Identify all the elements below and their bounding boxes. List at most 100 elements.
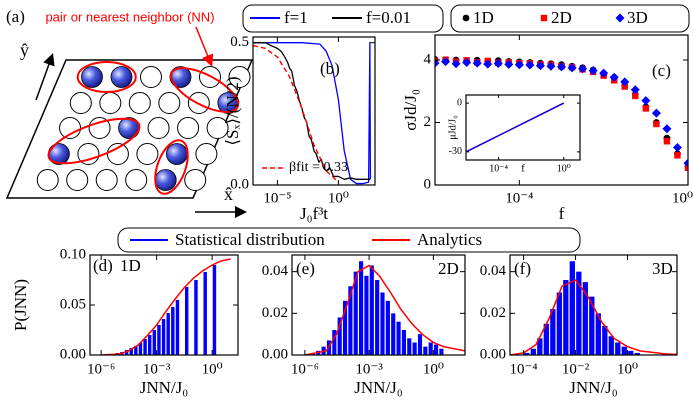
marker [609, 72, 619, 82]
axes-frame [434, 34, 689, 186]
x-tick-label: 10⁻⁶ [87, 361, 115, 377]
histogram-bar [407, 338, 412, 355]
x-tick-label: 10⁰ [202, 361, 223, 377]
annotation: pair or nearest neighbor (NN) [45, 9, 214, 24]
site [177, 117, 200, 139]
marker [684, 164, 688, 172]
pair-ellipse [76, 61, 137, 93]
histogram-bar [401, 330, 406, 355]
panel: 10⁻⁶ 10⁻³ 10⁰ 0.00 0.05 0.10 JNN/J₀ P(JNN) (d) 1D [11, 246, 239, 397]
marker [620, 77, 630, 87]
histogram-bar [412, 342, 417, 355]
histogram-bar [530, 348, 536, 355]
marker [441, 57, 451, 67]
histogram-bar [417, 334, 423, 355]
site [128, 92, 151, 114]
site [69, 92, 92, 114]
site [99, 92, 122, 114]
x-axis-label: f [559, 204, 565, 223]
legend-box [117, 227, 581, 253]
site [66, 169, 89, 191]
site [136, 143, 159, 165]
site [195, 143, 218, 165]
y-tick-label: 2 [424, 114, 432, 130]
histogram-bar [348, 286, 353, 355]
legend-label: Analytics [417, 230, 482, 249]
marker [632, 92, 639, 100]
marker [578, 64, 588, 74]
x-axis-label: J₀f³t [300, 204, 328, 223]
panel: 10⁻⁴ 10⁰ 0 2 4 f σJd/J₀ (c) 1D 2D 3D [401, 4, 693, 223]
x-axis-label: JNN/J₀ [140, 378, 189, 397]
marker [462, 58, 472, 67]
y-tick-label: 0 [457, 97, 462, 108]
histogram-bar [143, 339, 147, 355]
y-axis-label: μJd/J₀ [447, 115, 458, 140]
histogram-bar [391, 313, 396, 355]
particle [154, 169, 177, 191]
histogram-bar [563, 280, 569, 355]
y-tick-label: 0.04 [480, 263, 507, 279]
plot-area [435, 55, 688, 172]
marker [599, 68, 609, 78]
site [206, 117, 229, 139]
histogram-bar [171, 307, 175, 355]
marker [525, 60, 535, 70]
x-tick-label: 10⁻⁵ [263, 190, 291, 206]
particle [81, 66, 103, 88]
marker [514, 60, 524, 70]
line [466, 102, 565, 153]
marker [451, 59, 461, 69]
panel-label: (a) [6, 7, 25, 26]
site [77, 143, 100, 165]
histogram-bar [166, 313, 170, 355]
histogram-bar [138, 343, 143, 355]
site [184, 169, 207, 191]
x-tick-label: 10⁰ [328, 190, 349, 206]
histogram-bar [332, 330, 337, 355]
plot-area [304, 261, 465, 355]
histogram-bar [602, 325, 608, 355]
marker [435, 58, 440, 68]
y-tick-label: 0.00 [60, 346, 86, 362]
histogram-bar [157, 325, 161, 355]
site [106, 143, 129, 165]
line [253, 44, 339, 183]
panel-label: (e) [296, 259, 315, 278]
histogram-bar [537, 338, 543, 355]
histogram-bar [428, 342, 433, 355]
x-tick-label: 10⁻⁴ [505, 190, 533, 206]
analytic-curve [304, 264, 465, 355]
pair-ellipse [170, 67, 239, 113]
histogram-bar [203, 272, 207, 355]
histogram-bar [550, 309, 556, 355]
histogram-bar [385, 300, 390, 355]
histogram-bar [556, 292, 562, 355]
x-tick-label: 10⁻³ [143, 361, 171, 377]
marker [630, 85, 640, 95]
analytic-curve [510, 279, 677, 355]
histogram-bar [582, 282, 588, 355]
marker [535, 61, 545, 71]
x-axis-label: JNN/J₀ [354, 378, 403, 397]
line [253, 42, 372, 185]
legend-label: f=1 [284, 8, 308, 27]
y-axis-label: ŷ [20, 40, 29, 60]
histogram-bar [543, 323, 549, 355]
axes-frame [291, 254, 466, 356]
histogram-bar [147, 335, 152, 355]
site [140, 66, 162, 88]
panel-label: (c) [652, 61, 671, 80]
y-tick-label: 0.05 [60, 296, 86, 312]
line [253, 42, 371, 180]
panel-annotation: 3D [652, 259, 673, 278]
panel: 10⁻⁶ 10⁻³ 10⁰ 0.00 0.02 0.04 JNN/J₀ (e) 2D [262, 254, 466, 397]
histogram-bar [194, 280, 198, 355]
x-axis-label: x̂ [224, 184, 233, 204]
legend-label: βfit = 0.33 [289, 160, 348, 175]
y-tick-label: 0.04 [262, 263, 289, 279]
marker [567, 63, 577, 73]
analytic-curve [101, 258, 231, 355]
plot-area [253, 42, 372, 185]
